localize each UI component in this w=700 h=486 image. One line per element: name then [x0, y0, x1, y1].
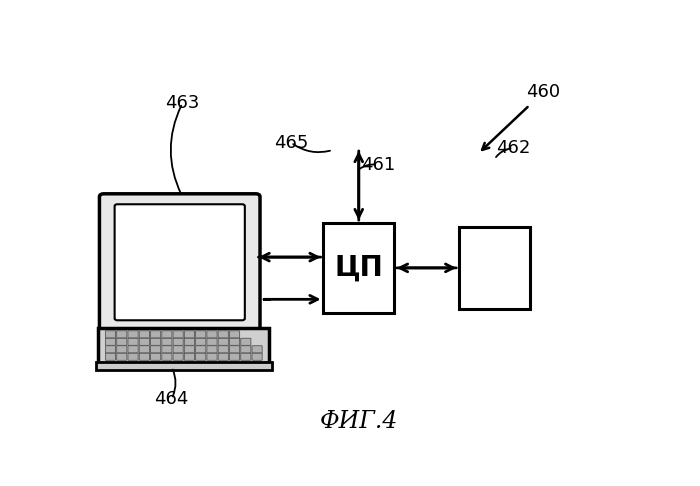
FancyBboxPatch shape: [98, 328, 270, 364]
FancyBboxPatch shape: [162, 353, 172, 360]
FancyBboxPatch shape: [184, 331, 195, 338]
FancyBboxPatch shape: [150, 346, 161, 353]
FancyBboxPatch shape: [173, 338, 183, 346]
FancyBboxPatch shape: [96, 362, 272, 370]
FancyBboxPatch shape: [128, 331, 138, 338]
FancyBboxPatch shape: [241, 338, 251, 346]
FancyBboxPatch shape: [117, 346, 127, 353]
FancyBboxPatch shape: [184, 346, 195, 353]
FancyBboxPatch shape: [139, 346, 149, 353]
FancyBboxPatch shape: [195, 346, 206, 353]
FancyBboxPatch shape: [106, 346, 116, 353]
FancyBboxPatch shape: [241, 353, 251, 360]
FancyBboxPatch shape: [106, 353, 116, 360]
FancyBboxPatch shape: [207, 331, 217, 338]
FancyBboxPatch shape: [117, 338, 127, 346]
Text: 465: 465: [274, 134, 308, 152]
FancyBboxPatch shape: [218, 338, 228, 346]
FancyBboxPatch shape: [207, 353, 217, 360]
FancyBboxPatch shape: [150, 338, 161, 346]
Text: 460: 460: [526, 83, 560, 101]
FancyBboxPatch shape: [162, 338, 172, 346]
FancyBboxPatch shape: [150, 331, 161, 338]
FancyBboxPatch shape: [184, 338, 195, 346]
FancyBboxPatch shape: [115, 204, 245, 320]
FancyBboxPatch shape: [195, 338, 206, 346]
FancyBboxPatch shape: [139, 353, 149, 360]
FancyBboxPatch shape: [150, 353, 161, 360]
FancyBboxPatch shape: [128, 338, 138, 346]
FancyBboxPatch shape: [207, 338, 217, 346]
FancyBboxPatch shape: [218, 346, 228, 353]
FancyBboxPatch shape: [106, 338, 116, 346]
FancyBboxPatch shape: [230, 338, 239, 346]
Text: 462: 462: [496, 139, 531, 157]
FancyBboxPatch shape: [173, 353, 183, 360]
Text: 463: 463: [165, 94, 199, 112]
Text: ЦП: ЦП: [335, 254, 383, 282]
FancyBboxPatch shape: [230, 353, 239, 360]
FancyBboxPatch shape: [99, 194, 260, 331]
Text: ФИГ.4: ФИГ.4: [320, 410, 398, 433]
FancyBboxPatch shape: [128, 346, 138, 353]
FancyBboxPatch shape: [117, 331, 127, 338]
FancyBboxPatch shape: [230, 331, 239, 338]
FancyBboxPatch shape: [218, 331, 228, 338]
FancyBboxPatch shape: [128, 353, 138, 360]
FancyBboxPatch shape: [162, 346, 172, 353]
FancyBboxPatch shape: [139, 338, 149, 346]
Text: 464: 464: [155, 390, 189, 408]
Text: 461: 461: [360, 156, 395, 174]
FancyBboxPatch shape: [459, 226, 530, 309]
FancyBboxPatch shape: [173, 331, 183, 338]
FancyBboxPatch shape: [173, 346, 183, 353]
FancyBboxPatch shape: [117, 353, 127, 360]
FancyBboxPatch shape: [106, 331, 116, 338]
FancyBboxPatch shape: [139, 331, 149, 338]
FancyBboxPatch shape: [184, 353, 195, 360]
FancyBboxPatch shape: [252, 346, 262, 353]
FancyBboxPatch shape: [252, 353, 262, 360]
FancyBboxPatch shape: [207, 346, 217, 353]
FancyBboxPatch shape: [195, 331, 206, 338]
FancyBboxPatch shape: [230, 346, 239, 353]
FancyBboxPatch shape: [195, 353, 206, 360]
FancyBboxPatch shape: [218, 353, 228, 360]
FancyBboxPatch shape: [241, 346, 251, 353]
FancyBboxPatch shape: [162, 331, 172, 338]
FancyBboxPatch shape: [323, 223, 394, 313]
